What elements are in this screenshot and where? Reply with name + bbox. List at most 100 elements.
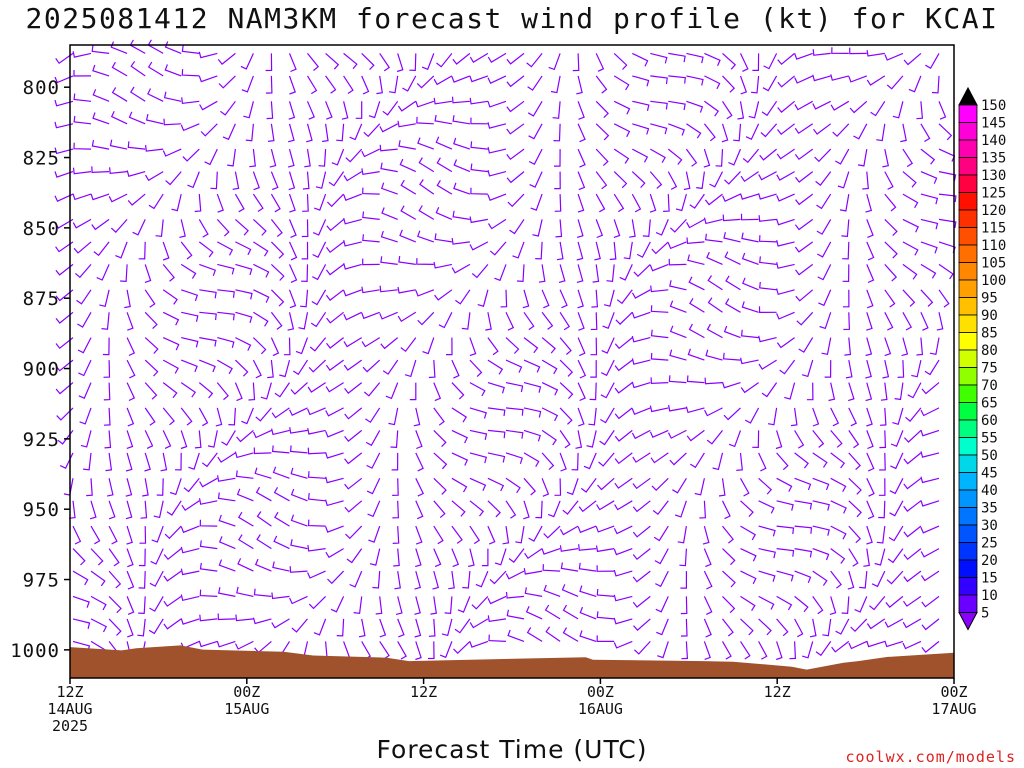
wind-barb: [365, 430, 381, 447]
wind-barb: [920, 289, 934, 307]
wind-barb: [559, 289, 568, 309]
wind-barb: [595, 100, 609, 119]
colorbar-swatch: [958, 262, 978, 281]
wind-barb: [650, 100, 668, 110]
wind-barb: [613, 193, 625, 213]
wind-barb: [595, 53, 605, 72]
wind-barb: [306, 101, 315, 120]
wind-barb: [362, 258, 380, 266]
wind-barb: [358, 618, 366, 638]
wind-barb: [235, 289, 253, 300]
wind-barb: [366, 452, 381, 469]
wind-barb: [279, 359, 291, 378]
wind-barb: [812, 74, 831, 82]
wind-barb: [254, 558, 272, 572]
wind-barb: [739, 478, 750, 497]
wind-barb: [938, 289, 950, 308]
wind-barb: [541, 452, 555, 471]
wind-barb: [150, 548, 164, 565]
wind-barb: [866, 430, 874, 450]
wind-barb: [238, 534, 254, 550]
wind-barb: [577, 407, 585, 427]
wind-barb: [528, 525, 543, 542]
wind-barb: [523, 382, 542, 393]
x-tick-label: 12Z: [410, 683, 437, 701]
wind-barb: [392, 478, 399, 496]
wind-barb: [723, 232, 741, 243]
colorbar-swatch: [958, 332, 978, 351]
wind-barb: [171, 193, 182, 212]
wind-barb: [631, 193, 642, 213]
wind-barb: [343, 263, 362, 270]
wind-barb: [427, 641, 435, 660]
wind-barb: [866, 264, 875, 284]
wind-barb: [613, 569, 633, 577]
wind-barb: [715, 149, 724, 167]
wind-barb: [436, 179, 453, 195]
wind-barb: [704, 233, 723, 243]
wind-barb: [236, 429, 254, 443]
wind-barb: [220, 100, 236, 116]
wind-barb: [137, 618, 146, 637]
y-tick-label: 875: [23, 288, 60, 310]
wind-barb: [169, 478, 182, 496]
wind-barb: [155, 219, 164, 237]
wind-barb: [235, 218, 249, 236]
wind-barb: [817, 264, 832, 281]
wind-barb: [742, 148, 760, 164]
wind-barb: [541, 478, 550, 497]
wind-barb: [722, 548, 736, 566]
colorbar-label: 55: [981, 431, 998, 447]
wind-barb: [579, 630, 597, 642]
wind-barb: [794, 123, 814, 135]
wind-barb: [199, 359, 216, 373]
wind-barb: [72, 570, 89, 586]
wind-barb: [252, 193, 264, 213]
wind-barb: [363, 382, 381, 397]
wind-barb: [506, 171, 525, 184]
wind-barb: [614, 359, 633, 372]
wind-barb: [307, 407, 326, 416]
wind-barb: [814, 148, 832, 163]
wind-barb: [561, 584, 579, 597]
wind-barb: [505, 591, 525, 599]
wind-barb: [559, 545, 579, 552]
wind-barb: [353, 596, 363, 614]
wind-barb: [180, 430, 188, 450]
wind-barb: [527, 75, 543, 91]
wind-barb: [237, 511, 254, 527]
wind-barb: [723, 325, 741, 339]
wind-barb: [451, 75, 471, 83]
wind-barb: [752, 430, 760, 449]
wind-barb: [669, 325, 687, 339]
wind-barb: [198, 75, 218, 83]
wind-barb: [289, 427, 308, 434]
wind-barb: [590, 337, 598, 356]
wind-barb: [325, 548, 344, 559]
wind-barb: [166, 500, 182, 516]
wind-barb: [267, 123, 275, 142]
wind-barb: [920, 407, 940, 417]
wind-barb: [92, 64, 110, 77]
wind-barb: [451, 500, 466, 517]
wind-barb: [228, 407, 236, 426]
wind-barb: [580, 477, 597, 493]
wind-barb: [789, 641, 797, 660]
wind-barb: [162, 311, 180, 326]
wind-barb: [288, 53, 297, 73]
wind-barb: [884, 312, 894, 331]
wind-barb: [180, 546, 200, 554]
wind-barb: [578, 500, 597, 513]
wind-barb: [583, 452, 597, 470]
wind-barb: [903, 525, 922, 538]
wind-barb: [777, 100, 795, 113]
wind-barb: [144, 264, 152, 283]
wind-barb: [865, 337, 873, 357]
wind-barb: [669, 300, 687, 313]
wind-barb: [421, 53, 435, 71]
wind-barb: [758, 477, 773, 495]
wind-barb: [288, 75, 296, 95]
wind-barb: [235, 263, 253, 276]
wind-barb: [541, 359, 558, 375]
wind-barb: [758, 171, 777, 181]
